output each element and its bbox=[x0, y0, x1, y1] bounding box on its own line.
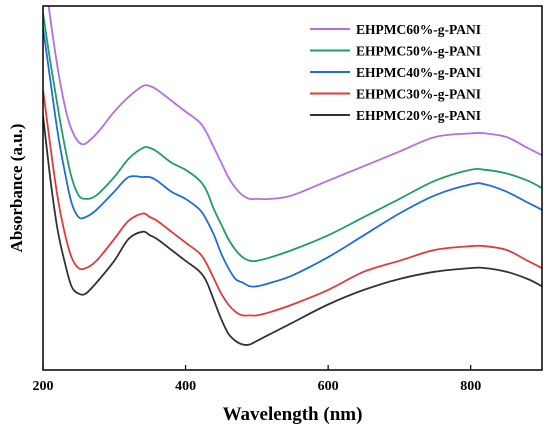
legend-label: EHPMC50%-g-PANI bbox=[356, 44, 481, 59]
legend-label: EHPMC30%-g-PANI bbox=[356, 87, 481, 102]
series-lines bbox=[43, 6, 542, 346]
x-axis-ticks: 200 400 600 800 bbox=[33, 365, 481, 394]
series-line-ehpmc30-g-pani bbox=[43, 89, 542, 317]
x-tick-label: 600 bbox=[318, 379, 339, 394]
series-line-ehpmc60-g-pani bbox=[47, 6, 542, 201]
legend-label: EHPMC40%-g-PANI bbox=[356, 65, 481, 80]
x-tick-label: 800 bbox=[460, 379, 481, 394]
plot-frame bbox=[42, 5, 543, 371]
x-tick-label: 200 bbox=[33, 379, 54, 394]
series-line-ehpmc20-g-pani bbox=[43, 115, 542, 346]
series-line-ehpmc40-g-pani bbox=[43, 27, 542, 288]
series-line-ehpmc50-g-pani bbox=[43, 13, 542, 263]
legend-label: EHPMC20%-g-PANI bbox=[356, 108, 481, 123]
x-axis-title: Wavelength (nm) bbox=[223, 404, 363, 425]
legend: EHPMC60%-g-PANI EHPMC50%-g-PANI EHPMC40%-g… bbox=[310, 22, 481, 123]
y-axis-title: Absorbance (a.u.) bbox=[7, 124, 26, 253]
legend-label: EHPMC60%-g-PANI bbox=[356, 22, 481, 37]
x-tick-label: 400 bbox=[175, 379, 196, 394]
